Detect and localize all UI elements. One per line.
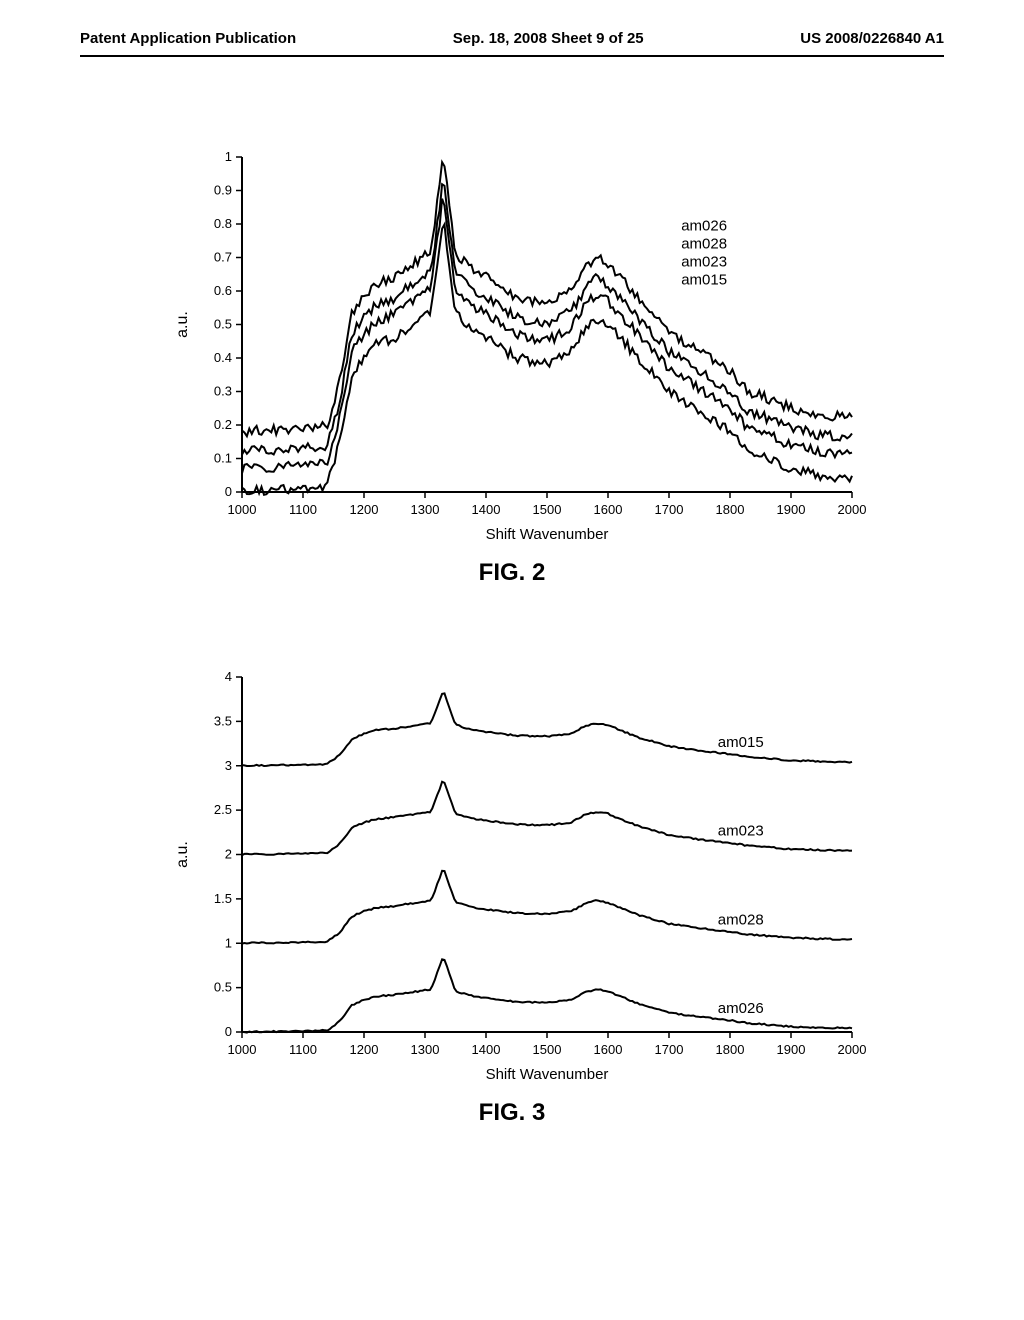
fig3-container: 0 0.5 1 1.5 2 2.5 3 3.5 4 1000 1100 1200 1300 1400 150… [152, 667, 872, 1127]
svg-text:Shift Wavenumber: Shift Wavenumber [486, 526, 609, 543]
fig2-container: 0 0.1 0.2 0.3 0.4 0.5 0.6 0.7 0.8 0.9 1 1000 1100 120… [152, 147, 872, 587]
svg-text:1400: 1400 [472, 1042, 501, 1057]
page-header: Patent Application Publication Sep. 18, … [0, 0, 1024, 55]
svg-text:1600: 1600 [594, 1042, 623, 1057]
svg-text:1100: 1100 [289, 502, 317, 517]
svg-text:1.5: 1.5 [214, 891, 232, 906]
svg-text:1: 1 [225, 935, 232, 950]
svg-text:0: 0 [225, 1024, 232, 1039]
svg-text:1800: 1800 [716, 1042, 745, 1057]
svg-text:0.8: 0.8 [214, 216, 232, 231]
svg-text:2: 2 [225, 847, 232, 862]
svg-text:1000: 1000 [228, 1042, 257, 1057]
header-right: US 2008/0226840 A1 [800, 30, 944, 47]
svg-text:1300: 1300 [411, 1042, 440, 1057]
svg-text:am015: am015 [718, 734, 764, 751]
header-center: Sep. 18, 2008 Sheet 9 of 25 [453, 30, 644, 47]
svg-text:am023: am023 [718, 823, 764, 840]
page-content: 00.10.20.30.40.50.60.70.80.9110001100120… [0, 57, 1024, 1127]
header-left: Patent Application Publication [80, 30, 296, 47]
svg-text:0.7: 0.7 [214, 250, 232, 265]
svg-text:am026: am026 [718, 1000, 764, 1017]
svg-text:2000: 2000 [838, 1042, 867, 1057]
fig2-caption: FIG. 2 [152, 559, 872, 587]
svg-text:1500: 1500 [533, 1042, 562, 1057]
fig2-chart: 0 0.1 0.2 0.3 0.4 0.5 0.6 0.7 0.8 0.9 1 1000 1100 120… [152, 147, 872, 547]
svg-text:1300: 1300 [411, 502, 440, 517]
svg-text:am028: am028 [718, 911, 764, 928]
svg-text:4: 4 [225, 669, 232, 684]
svg-text:1: 1 [225, 149, 232, 164]
svg-text:0.4: 0.4 [214, 350, 232, 365]
svg-text:1700: 1700 [655, 502, 684, 517]
svg-text:1000: 1000 [228, 502, 257, 517]
svg-text:0.6: 0.6 [214, 283, 232, 298]
svg-text:3: 3 [225, 758, 232, 773]
svg-text:am028: am028 [681, 236, 727, 253]
svg-text:0.3: 0.3 [214, 384, 232, 399]
svg-text:1500: 1500 [533, 502, 562, 517]
svg-text:1200: 1200 [350, 1042, 379, 1057]
svg-text:1100: 1100 [289, 1042, 317, 1057]
svg-text:0.2: 0.2 [214, 417, 232, 432]
svg-text:1900: 1900 [777, 502, 806, 517]
svg-text:2000: 2000 [838, 502, 867, 517]
svg-text:1400: 1400 [472, 502, 501, 517]
svg-text:1900: 1900 [777, 1042, 806, 1057]
svg-text:1800: 1800 [716, 502, 745, 517]
fig3-chart: 0 0.5 1 1.5 2 2.5 3 3.5 4 1000 1100 1200 1300 1400 150… [152, 667, 872, 1087]
svg-text:3.5: 3.5 [214, 713, 232, 728]
fig3-caption: FIG. 3 [152, 1099, 872, 1127]
svg-text:a.u.: a.u. [174, 311, 191, 338]
svg-text:1700: 1700 [655, 1042, 684, 1057]
svg-text:0.5: 0.5 [214, 980, 232, 995]
svg-text:1200: 1200 [350, 502, 379, 517]
svg-text:0.5: 0.5 [214, 317, 232, 332]
svg-text:am015: am015 [681, 272, 727, 289]
svg-text:a.u.: a.u. [174, 841, 191, 868]
svg-text:0.1: 0.1 [214, 451, 232, 466]
svg-text:Shift Wavenumber: Shift Wavenumber [486, 1066, 609, 1083]
svg-text:am023: am023 [681, 254, 727, 271]
svg-text:0: 0 [225, 484, 232, 499]
svg-text:1600: 1600 [594, 502, 623, 517]
svg-text:am026: am026 [681, 218, 727, 235]
svg-text:0.9: 0.9 [214, 183, 232, 198]
svg-text:2.5: 2.5 [214, 802, 232, 817]
